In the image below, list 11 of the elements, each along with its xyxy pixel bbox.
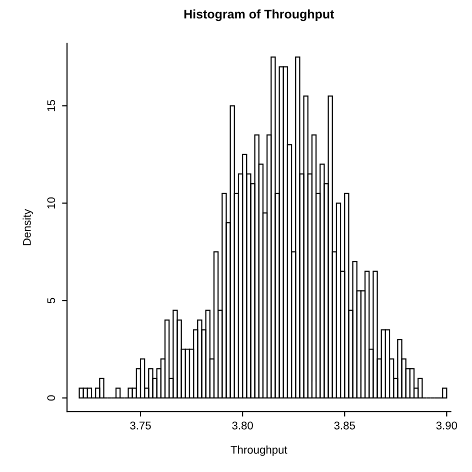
- y-tick-label: 5: [47, 298, 56, 304]
- y-tick-label: 10: [47, 197, 56, 208]
- y-tick-label: 15: [47, 100, 56, 112]
- y-axis-title: Density: [22, 209, 34, 246]
- x-tick-label: 3.90: [436, 422, 458, 430]
- x-tick-label: 3.85: [334, 422, 355, 430]
- x-tick-label: 3.75: [130, 422, 151, 430]
- chart-title: Histogram of Throughput: [184, 9, 334, 22]
- x-axis-title: Throughput: [230, 446, 288, 456]
- x-tick-label: 3.80: [232, 422, 253, 430]
- y-tick-label: 0: [47, 395, 56, 401]
